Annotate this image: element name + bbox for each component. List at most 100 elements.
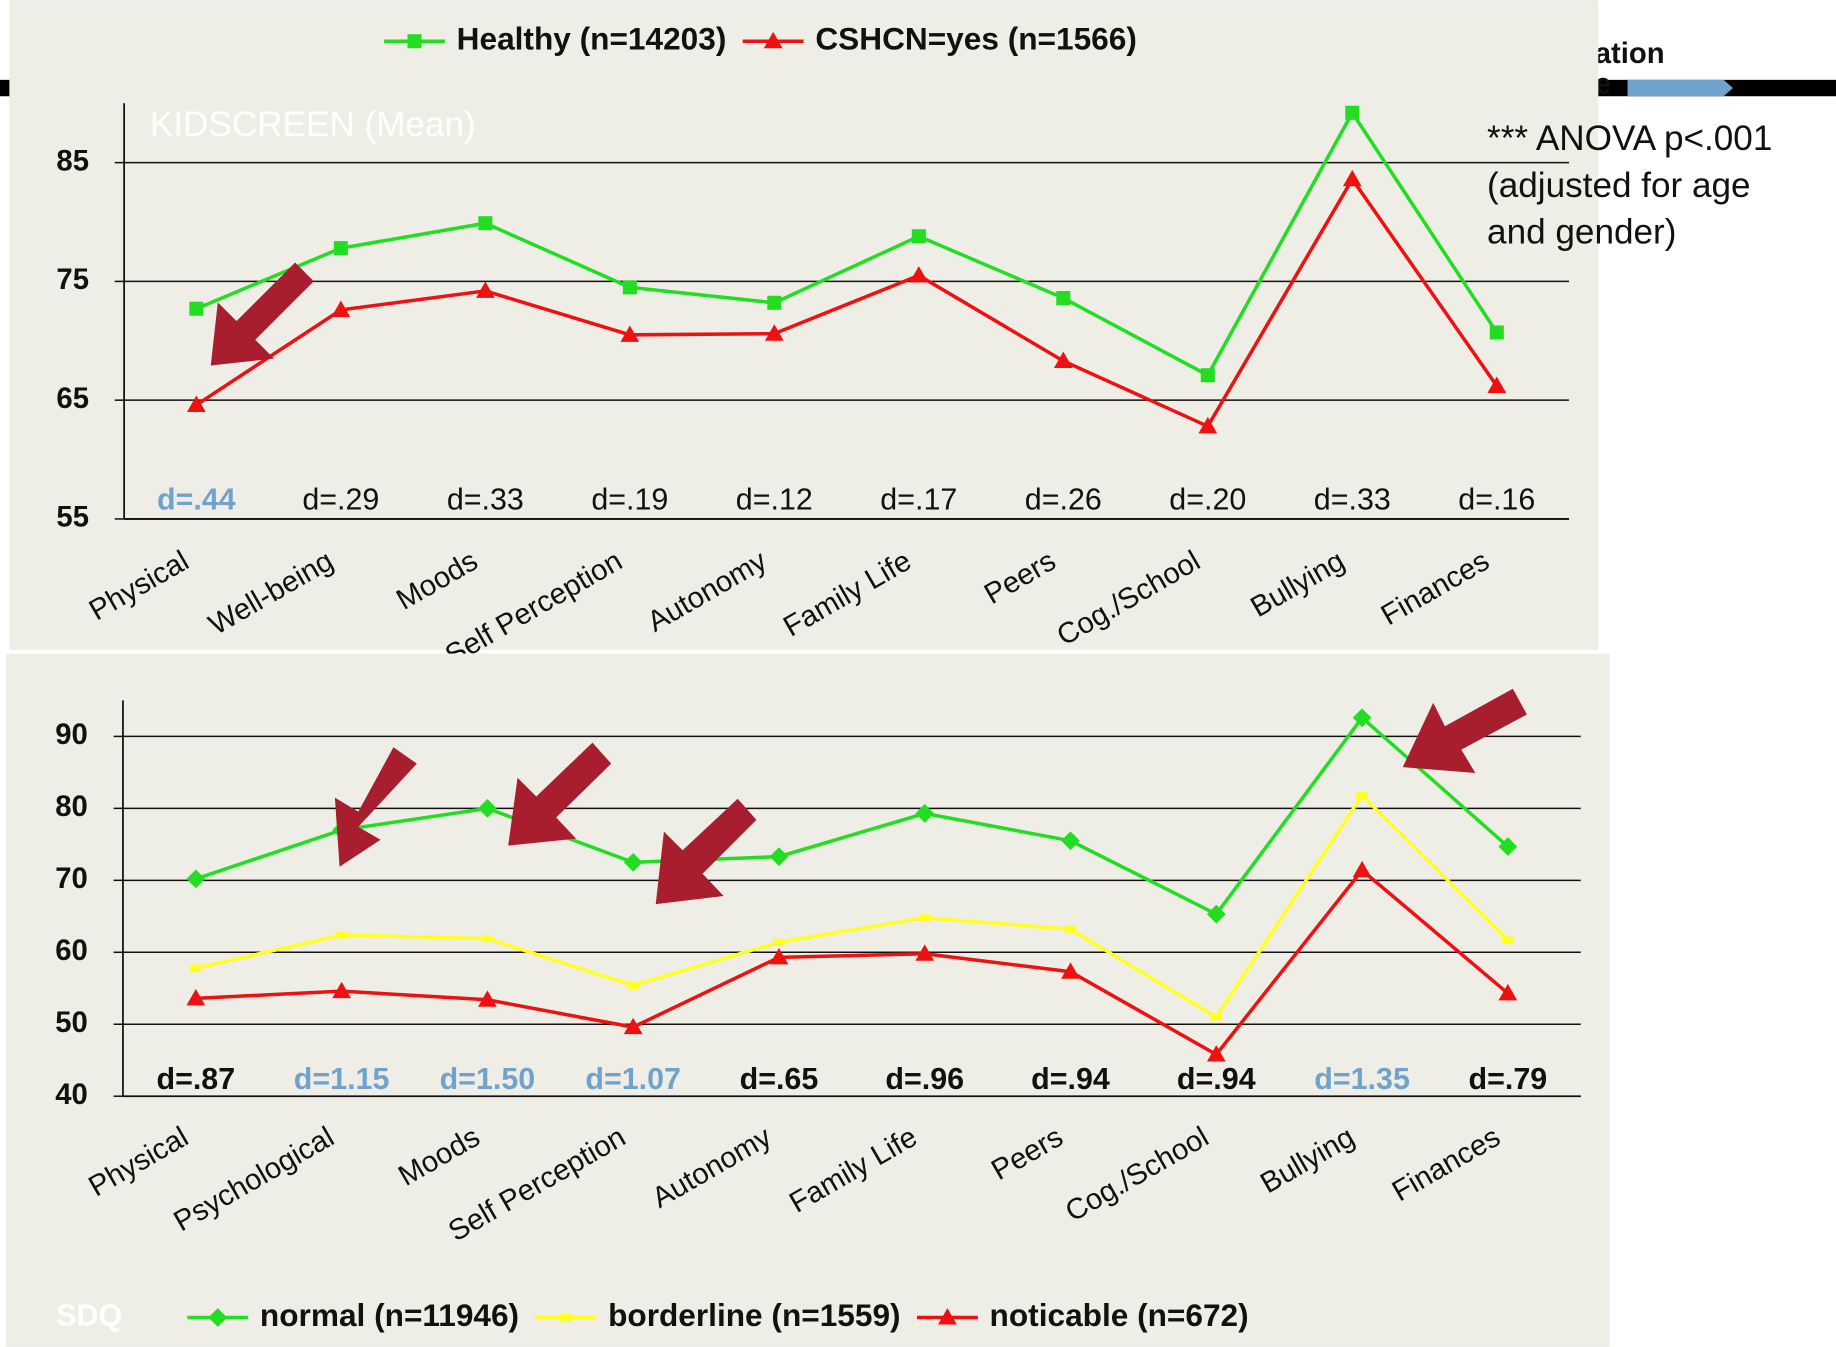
series-line	[195, 715, 1510, 917]
header-progress	[1627, 79, 1733, 97]
series-line	[195, 867, 1509, 1057]
annotation: d=1.07	[585, 1062, 681, 1096]
marker	[938, 1308, 957, 1325]
marker	[1498, 837, 1518, 856]
marker	[478, 799, 497, 818]
note: (adjusted for age	[1487, 166, 1751, 205]
panel	[5, 653, 1611, 1347]
series-line	[195, 109, 1499, 378]
annotation: d=.29	[302, 482, 379, 516]
arrow	[1402, 688, 1527, 774]
marker	[918, 914, 931, 922]
annotation: d=.96	[885, 1062, 964, 1096]
marker	[1198, 416, 1218, 434]
marker	[186, 395, 206, 412]
annotation: d=.79	[1469, 1062, 1548, 1096]
y-tick-label: 80	[55, 791, 88, 823]
annotation: d=.33	[447, 482, 524, 516]
y-tick-label: 70	[55, 863, 88, 895]
marker	[332, 981, 351, 999]
legend: Healthy (n=14203) CSHCN=yes (n=1566)	[384, 21, 1137, 57]
marker	[407, 34, 422, 49]
marker	[1342, 169, 1362, 187]
marker	[1206, 1045, 1226, 1062]
marker	[773, 938, 785, 946]
y-tick-label: 60	[55, 935, 88, 967]
marker	[478, 990, 497, 1007]
y-tick-label: 85	[56, 145, 89, 177]
y-tick-label: 50	[55, 1007, 88, 1039]
series-line	[195, 176, 1499, 429]
y-tick-label: 65	[56, 383, 89, 415]
marker	[627, 981, 640, 989]
marker	[1489, 325, 1504, 340]
marker	[1498, 983, 1518, 1001]
annotation: d=.16	[1458, 482, 1535, 516]
annotation: d=.19	[591, 482, 668, 516]
marker	[481, 935, 494, 943]
marker	[1053, 351, 1073, 369]
series-line	[195, 792, 1510, 1020]
annotation: d=1.15	[294, 1062, 390, 1096]
marker	[335, 931, 348, 939]
panel	[9, 0, 1599, 651]
marker	[1352, 860, 1372, 878]
annotation: d=.33	[1314, 482, 1391, 516]
marker	[333, 241, 348, 256]
marker	[1352, 708, 1372, 728]
legend-label: borderline (n=1559)	[608, 1297, 900, 1333]
legend-label: Healthy (n=14203)	[457, 21, 727, 57]
marker	[915, 804, 935, 823]
marker	[767, 295, 782, 310]
annotation: d=1.50	[440, 1062, 536, 1096]
y-tick-label: 40	[55, 1079, 88, 1111]
marker	[1061, 962, 1080, 979]
marker	[622, 280, 637, 295]
annotation: d=.65	[740, 1062, 819, 1096]
annotation: d=.94	[1177, 1062, 1256, 1096]
marker	[764, 324, 784, 341]
marker	[475, 281, 495, 298]
marker	[560, 1313, 572, 1322]
chart-title: SDQ	[56, 1299, 122, 1333]
note: *** ANOVA p<.001	[1487, 119, 1772, 158]
marker	[1206, 904, 1226, 924]
y-tick-label: 75	[56, 264, 89, 296]
marker	[1356, 791, 1368, 799]
marker	[909, 266, 929, 283]
header-text: e	[1595, 68, 1611, 100]
legend-label: CSHCN=yes (n=1566)	[815, 21, 1137, 57]
annotation: d=.26	[1025, 482, 1102, 516]
marker	[623, 1017, 643, 1035]
arrows	[210, 262, 1527, 905]
marker	[1061, 831, 1080, 851]
marker	[1345, 105, 1360, 120]
marker	[763, 31, 783, 49]
arrow	[655, 798, 757, 905]
arrow	[334, 747, 417, 867]
marker	[769, 947, 789, 965]
chart-title: KIDSCREEN (Mean)	[150, 105, 476, 144]
arrow	[508, 742, 612, 846]
legend: normal (n=11946) borderline (n=1559) notic…	[187, 1297, 1249, 1333]
y-tick-label: 90	[55, 719, 88, 751]
arrow	[210, 262, 314, 366]
legend-label: noticable (n=672)	[990, 1297, 1249, 1333]
annotation: d=.87	[156, 1062, 235, 1096]
marker	[1501, 936, 1514, 944]
note: and gender)	[1487, 213, 1676, 252]
marker	[1200, 368, 1215, 383]
marker	[915, 944, 935, 961]
marker	[1210, 1013, 1223, 1021]
marker	[186, 869, 206, 889]
marker	[189, 964, 202, 972]
y-tick-label: 55	[56, 502, 89, 534]
marker	[623, 852, 643, 872]
marker	[186, 988, 206, 1006]
marker	[1487, 376, 1507, 393]
marker	[331, 300, 351, 317]
annotation: d=.20	[1169, 482, 1246, 516]
marker	[478, 216, 493, 231]
